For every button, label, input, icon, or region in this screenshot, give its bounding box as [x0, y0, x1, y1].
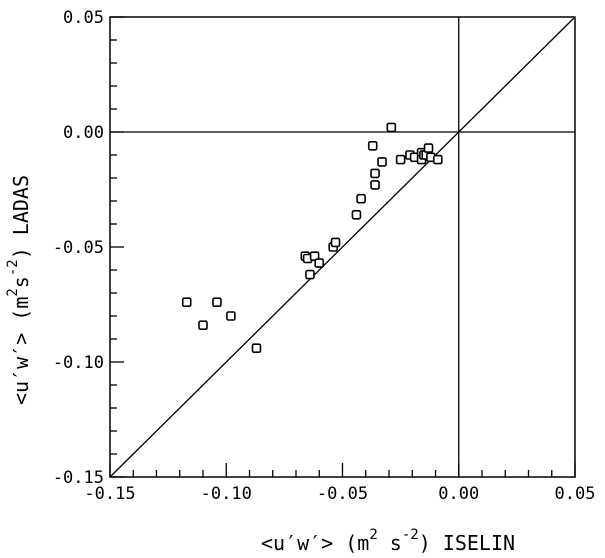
data-point: [423, 143, 434, 153]
data-point: [370, 180, 380, 190]
data-point: [251, 343, 262, 354]
data-point: [356, 193, 366, 204]
x-tick-label: -0.10: [201, 484, 252, 504]
plot-frame: [109, 16, 576, 478]
x-tick-labels: -0.15 -0.10 -0.05 0.00 0.05: [84, 484, 595, 504]
data-point: [370, 168, 380, 179]
data-point: [433, 154, 443, 165]
x-tick-label: -0.05: [317, 484, 368, 504]
y-tick-labels: 0.05 0.00 -0.05 -0.10 -0.15: [53, 8, 104, 488]
data-points: [181, 122, 443, 354]
x-tick-label: 0.00: [438, 484, 479, 504]
data-point: [305, 269, 315, 280]
y-tick-label: -0.15: [53, 468, 104, 488]
y-tick-label: 0.00: [63, 123, 104, 143]
data-point: [181, 297, 192, 308]
x-tick-label: -0.15: [84, 484, 135, 504]
data-point: [367, 141, 378, 151]
data-point: [314, 258, 325, 268]
data-point: [226, 311, 236, 321]
x-axis-title: <u′w′> (m2 s-2) ISELIN: [261, 527, 515, 555]
data-point: [395, 154, 406, 165]
y-axis-title: <u′w′> (m2s-2) LADAS: [5, 175, 33, 405]
y-tick-label: 0.05: [63, 8, 104, 28]
y-tick-label: -0.10: [53, 353, 104, 373]
y-tick-label: -0.05: [53, 238, 104, 258]
one-to-one-line: [109, 16, 576, 478]
data-point: [386, 122, 397, 133]
data-point: [377, 157, 387, 167]
data-point: [351, 210, 362, 220]
reference-lines: [109, 16, 576, 478]
data-point: [330, 237, 341, 248]
data-point: [212, 297, 222, 308]
x-tick-label: 0.05: [555, 484, 596, 504]
data-point: [198, 320, 208, 331]
